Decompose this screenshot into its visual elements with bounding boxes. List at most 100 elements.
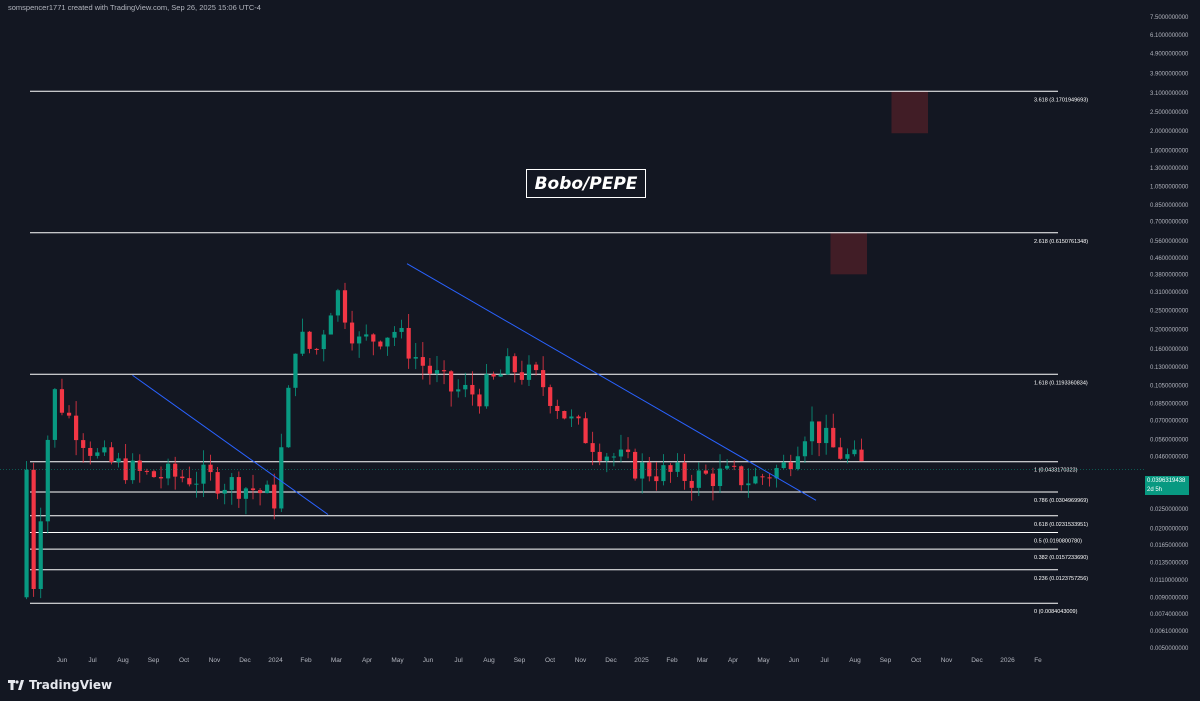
candle-body-83 — [611, 456, 616, 458]
time-tick-label-27: Sep — [880, 657, 892, 664]
candle-body-36 — [279, 447, 284, 509]
candle-body-58 — [434, 370, 440, 374]
candle-body-108 — [788, 462, 793, 470]
candle-body-42 — [321, 334, 326, 350]
candle-body-76 — [562, 411, 567, 419]
candle-body-2 — [38, 521, 43, 589]
price-tick-label-20: 0.1050000000 — [1150, 383, 1189, 389]
fib-level-label-5: 0.618 (0.0231533951) — [1034, 522, 1088, 528]
time-tick-label-19: 2025 — [634, 657, 649, 664]
time-tick-label-9: Mar — [331, 657, 343, 664]
current-price-value: 0.0396319438 — [1147, 478, 1186, 484]
candle-body-72 — [533, 364, 539, 371]
candle-body-78 — [576, 416, 581, 419]
candle-body-12 — [109, 447, 114, 463]
candle-body-51 — [385, 337, 390, 347]
time-tick-label-15: Sep — [514, 657, 526, 664]
time-tick-label-14: Aug — [483, 657, 495, 664]
time-tick-label-0: Jun — [57, 657, 68, 664]
candle-body-81 — [597, 451, 602, 461]
candle-body-35 — [272, 484, 277, 509]
fib-level-label-7: 0.382 (0.0157233690) — [1034, 555, 1088, 561]
candle-body-69 — [512, 356, 517, 373]
candle-body-21 — [173, 463, 178, 477]
fib-levels: 3.618 (3.1701949693) 2.618 (0.6150761348)… — [30, 90, 1088, 615]
candle-body-87 — [640, 462, 645, 479]
candle-body-28 — [222, 489, 227, 494]
price-tick-label-30: 0.0110000000 — [1150, 578, 1189, 584]
candle-body-77 — [569, 416, 574, 419]
candle-body-89 — [654, 476, 659, 482]
candle-body-48 — [364, 334, 369, 337]
fib-level-label-6: 0.5 (0.0190800780) — [1034, 538, 1082, 544]
price-axis: 7.5000000000 6.1000000000 4.9000000000 3.90… — [1150, 15, 1189, 652]
candle-body-13 — [116, 458, 121, 463]
candle-body-100 — [732, 465, 737, 467]
time-tick-label-21: Mar — [697, 657, 709, 664]
price-tick-label-28: 0.0165000000 — [1150, 543, 1189, 549]
tradingview-logo[interactable]: TradingView — [8, 678, 112, 692]
price-tick-label-1: 6.1000000000 — [1150, 33, 1189, 39]
candle-body-101 — [739, 466, 744, 486]
time-tick-label-31: 2026 — [1000, 657, 1015, 664]
price-tick-label-15: 0.3100000000 — [1150, 290, 1189, 296]
candles — [24, 282, 864, 600]
candle-body-106 — [774, 468, 779, 479]
footer: TradingView — [0, 668, 1200, 701]
time-tick-label-2: Aug — [117, 657, 129, 664]
price-tick-label-8: 1.3000000000 — [1150, 166, 1189, 172]
price-tick-label-23: 0.0560000000 — [1150, 438, 1189, 444]
candle-body-103 — [753, 476, 758, 484]
candle-body-94 — [689, 480, 694, 488]
candle-body-46 — [349, 322, 355, 344]
time-tick-label-6: Dec — [239, 657, 251, 664]
price-tick-label-27: 0.0200000000 — [1150, 526, 1189, 532]
price-chart[interactable]: 3.618 (3.1701949693) 2.618 (0.6150761348)… — [0, 12, 1200, 668]
candle-body-86 — [633, 451, 638, 479]
price-tick-label-7: 1.6000000000 — [1150, 148, 1189, 154]
candle-body-15 — [130, 460, 135, 481]
time-tick-label-10: Apr — [362, 657, 373, 664]
candle-body-5 — [59, 389, 65, 413]
time-tick-label-26: Aug — [849, 657, 861, 664]
time-tick-label-3: Sep — [148, 657, 160, 664]
time-tick-label-25: Jul — [820, 657, 829, 664]
candle-body-55 — [413, 357, 418, 359]
candle-body-110 — [802, 441, 808, 457]
price-tick-label-13: 0.4600000000 — [1150, 256, 1189, 262]
current-price-tag: 0.0396319438 2d 5h — [1145, 476, 1189, 495]
price-tick-label-32: 0.0074000000 — [1150, 612, 1189, 618]
price-tick-label-31: 0.0090000000 — [1150, 595, 1189, 601]
candle-body-98 — [717, 468, 723, 487]
fib-level-label-9: 0 (0.0084043009) — [1034, 609, 1078, 615]
price-tick-label-4: 3.1000000000 — [1150, 91, 1189, 97]
candle-body-74 — [548, 387, 553, 406]
countdown-value: 2d 5h — [1147, 487, 1163, 493]
candle-body-49 — [371, 334, 376, 342]
candle-body-6 — [66, 412, 72, 416]
candle-body-45 — [342, 290, 348, 323]
candle-body-39 — [300, 331, 305, 354]
time-tick-label-17: Nov — [575, 657, 587, 664]
tradingview-brand: TradingView — [29, 677, 113, 692]
candle-body-16 — [137, 460, 142, 471]
candle-body-73 — [541, 370, 546, 388]
time-tick-label-12: Jun — [423, 657, 434, 664]
candle-body-30 — [236, 477, 241, 499]
candle-body-113 — [824, 427, 829, 444]
supply-zone-0 — [830, 232, 867, 275]
candle-body-68 — [505, 356, 510, 375]
price-tick-label-17: 0.2000000000 — [1150, 328, 1189, 334]
candle-body-17 — [144, 470, 149, 472]
price-tick-label-22: 0.0700000000 — [1150, 418, 1189, 424]
candle-body-61 — [456, 389, 461, 392]
candle-body-92 — [675, 462, 680, 472]
candle-body-84 — [618, 449, 624, 457]
candle-body-88 — [647, 462, 652, 477]
candle-body-23 — [187, 478, 192, 485]
candle-body-18 — [151, 471, 157, 478]
candle-body-75 — [555, 405, 560, 412]
candle-body-47 — [357, 336, 362, 344]
chart-canvas[interactable]: 3.618 (3.1701949693) 2.618 (0.6150761348)… — [0, 12, 1200, 668]
chart-title: Bobo/PEPE — [534, 173, 638, 194]
